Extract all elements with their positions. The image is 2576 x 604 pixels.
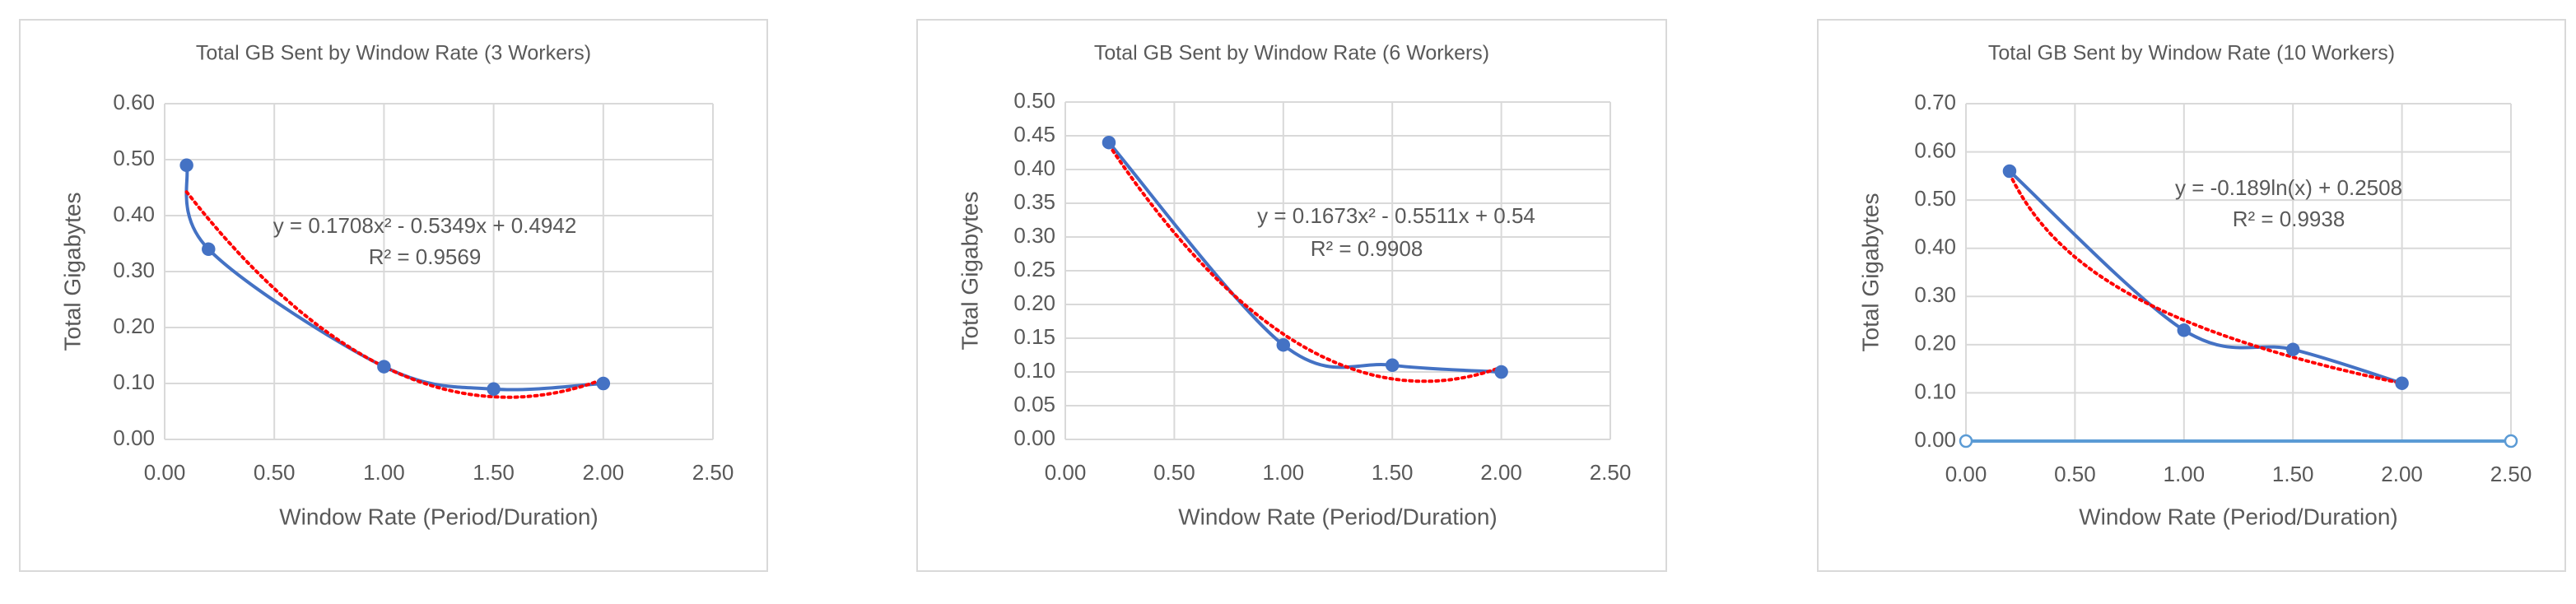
x-tick-label: 1.00 <box>363 460 405 485</box>
x-tick-label: 2.50 <box>1590 460 1632 485</box>
data-point <box>2177 323 2192 337</box>
trendline-equation: y = -0.189ln(x) + 0.2508 <box>2175 175 2402 200</box>
y-tick-label: 0.10 <box>1914 379 1956 403</box>
chart-title: Total GB Sent by Window Rate (6 Workers) <box>1094 42 1489 65</box>
data-point <box>2285 342 2300 356</box>
y-tick-label: 0.70 <box>1914 90 1956 114</box>
y-axis-title: Total Gigabytes <box>1857 193 1883 352</box>
x-tick-label: 2.50 <box>2490 462 2532 486</box>
y-tick-label: 0.10 <box>113 369 155 394</box>
trendline-equation: y = 0.1673x² - 0.5511x + 0.54 <box>1257 203 1535 228</box>
y-tick-label: 0.40 <box>1013 156 1055 180</box>
data-point <box>487 382 501 397</box>
y-tick-label: 0.00 <box>1013 425 1055 450</box>
x-tick-label: 2.50 <box>692 460 734 485</box>
trendline-r-squared: R² = 0.9938 <box>2233 207 2345 231</box>
y-tick-label: 0.60 <box>1914 137 1956 162</box>
data-point <box>377 360 391 374</box>
x-tick-label: 1.50 <box>2272 462 2314 486</box>
series-line <box>1107 141 1502 374</box>
data-point <box>2002 164 2017 179</box>
y-tick-label: 0.30 <box>1013 223 1055 248</box>
x-axis-title: Window Rate (Period/Duration) <box>1178 504 1498 529</box>
trendline <box>184 190 605 399</box>
y-tick-label: 0.30 <box>1914 282 1956 307</box>
x-tick-label: 1.00 <box>1262 460 1304 485</box>
data-point <box>1494 365 1508 379</box>
y-tick-label: 0.15 <box>1013 324 1055 349</box>
chart-frame <box>916 19 1667 572</box>
trendline-r-squared: R² = 0.9569 <box>369 244 482 269</box>
x-tick-label: 0.50 <box>254 460 296 485</box>
x-axis-title: Window Rate (Period/Duration) <box>2079 504 2398 529</box>
x-tick-label: 0.00 <box>1045 460 1087 485</box>
chart-frame <box>19 19 768 572</box>
x-tick-label: 0.00 <box>144 460 186 485</box>
y-tick-label: 0.20 <box>113 314 155 338</box>
y-tick-label: 0.10 <box>1013 358 1055 383</box>
x-tick-label: 0.50 <box>1153 460 1195 485</box>
y-tick-label: 0.35 <box>1013 189 1055 214</box>
y-tick-label: 0.00 <box>113 425 155 450</box>
y-tick-label: 0.40 <box>1914 235 1956 259</box>
y-tick-label: 0.20 <box>1013 290 1055 315</box>
y-tick-label: 0.50 <box>1914 186 1956 211</box>
data-point <box>1276 337 1291 352</box>
data-point <box>2395 376 2409 390</box>
y-tick-label: 0.45 <box>1013 122 1055 146</box>
y-tick-label: 0.05 <box>1013 392 1055 416</box>
x-tick-label: 0.50 <box>2054 462 2096 486</box>
series-line <box>2008 170 2403 385</box>
x-tick-label: 2.00 <box>582 460 624 485</box>
y-tick-label: 0.20 <box>1914 331 1956 355</box>
y-tick-label: 0.00 <box>1914 427 1956 452</box>
trendline <box>1107 143 1503 383</box>
y-tick-label: 0.25 <box>1013 257 1055 281</box>
y-axis-title: Total Gigabytes <box>59 193 85 351</box>
chart-title: Total GB Sent by Window Rate (3 Workers) <box>196 42 591 65</box>
x-tick-label: 2.00 <box>2381 462 2423 486</box>
x-tick-label: 1.50 <box>1372 460 1414 485</box>
data-point <box>179 158 193 173</box>
x-tick-label: 0.00 <box>1945 462 1987 486</box>
x-tick-label: 1.50 <box>473 460 515 485</box>
data-point <box>596 376 611 391</box>
data-point <box>1959 434 1973 448</box>
data-point <box>1102 135 1116 150</box>
y-axis-title: Total Gigabytes <box>957 192 982 351</box>
chart-frame <box>1817 19 2566 572</box>
y-tick-label: 0.40 <box>113 202 155 226</box>
x-tick-label: 2.00 <box>1480 460 1522 485</box>
data-point <box>2504 434 2518 448</box>
data-point <box>1385 358 1400 373</box>
y-tick-label: 0.50 <box>113 146 155 170</box>
y-tick-label: 0.60 <box>113 90 155 114</box>
x-axis-title: Window Rate (Period/Duration) <box>279 504 599 529</box>
data-point <box>202 242 216 257</box>
chart-title: Total GB Sent by Window Rate (10 Workers… <box>1988 42 2395 65</box>
y-tick-label: 0.50 <box>1013 88 1055 113</box>
trendline-r-squared: R² = 0.9908 <box>1311 236 1423 261</box>
trendline-equation: y = 0.1708x² - 0.5349x + 0.4942 <box>273 213 577 238</box>
y-tick-label: 0.30 <box>113 258 155 282</box>
trendline <box>2008 171 2404 385</box>
x-tick-label: 1.00 <box>2163 462 2205 486</box>
